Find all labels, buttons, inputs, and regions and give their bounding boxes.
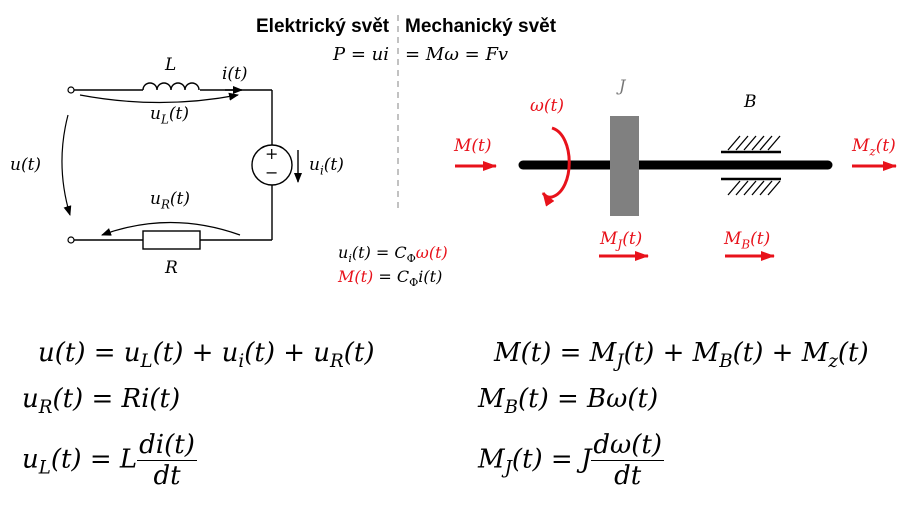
circuit-wires <box>74 89 273 241</box>
uL-label: uL(t) <box>150 104 189 127</box>
ui-label: ui(t) <box>309 155 344 178</box>
terminal-bottom <box>67 236 75 244</box>
equation-damping: MB(t) = Bω(t) <box>478 384 659 419</box>
power-right: = Mω = Fv <box>405 44 509 65</box>
torque-load-label: Mz(t) <box>852 136 896 159</box>
torque-J-label: MJ(t) <box>600 229 643 252</box>
u-total-arc <box>61 114 72 216</box>
flywheel <box>610 116 639 216</box>
coupling-eq-torque: M(t) = CΦi(t) <box>338 267 443 290</box>
mechanic-world-header: Mechanický svět <box>405 16 557 37</box>
u-total-label: u(t) <box>10 155 42 175</box>
source-plus: + <box>265 144 279 163</box>
omega-rotation-arrow <box>541 126 571 207</box>
resistor <box>142 230 201 250</box>
electric-world-header: Elektrický svět <box>256 16 390 37</box>
uR-label: uR(t) <box>150 189 191 212</box>
inductor-label: L <box>165 55 177 75</box>
equation-voltage-sum: u(t) = uL(t) + ui(t) + uR(t) <box>38 338 375 373</box>
inertia-label: J <box>619 76 626 95</box>
uR-arc <box>101 221 241 236</box>
equation-torque-sum: M(t) = MJ(t) + MB(t) + Mz(t) <box>494 338 869 373</box>
inductor-coil <box>142 82 200 91</box>
current-label: i(t) <box>222 64 248 84</box>
damper <box>721 135 781 196</box>
torque-B-label: MB(t) <box>724 229 771 252</box>
omega-label: ω(t) <box>530 96 564 116</box>
power-left: P = ui <box>333 44 389 65</box>
resistor-label: R <box>165 258 178 278</box>
uL-arc <box>79 92 239 104</box>
coupling-eq-voltage: ui(t) = CΦω(t) <box>338 243 448 266</box>
source-minus: − <box>265 163 279 182</box>
equation-resistor: uR(t) = Ri(t) <box>22 384 181 419</box>
voltage-source <box>251 144 293 186</box>
terminal-top <box>67 86 75 94</box>
torque-in-label: M(t) <box>454 136 492 156</box>
damping-label: B <box>744 92 757 112</box>
